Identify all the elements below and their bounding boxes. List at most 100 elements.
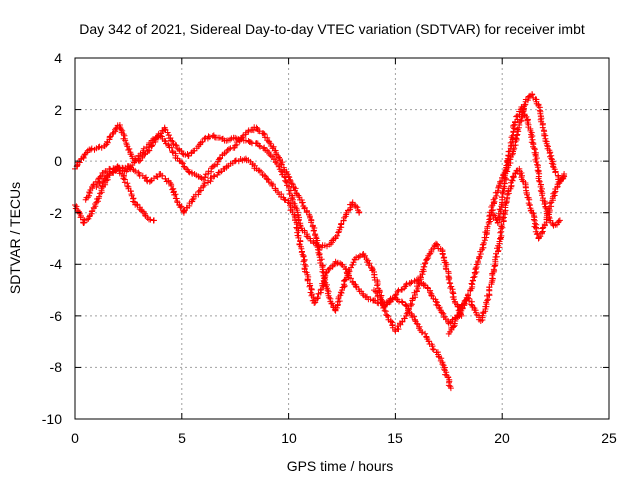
track-marker xyxy=(458,305,465,312)
x-tick-label: 15 xyxy=(387,430,403,446)
track-marker xyxy=(480,240,487,246)
track-marker xyxy=(422,330,429,337)
track-marker xyxy=(551,166,558,173)
track-marker xyxy=(257,143,264,150)
track-marker xyxy=(485,296,492,303)
track-marker xyxy=(104,168,110,175)
track-marker xyxy=(164,129,171,136)
track-marker xyxy=(493,192,500,199)
y-tick-label: 4 xyxy=(54,50,62,66)
track-marker xyxy=(306,213,313,220)
track-marker xyxy=(130,198,137,205)
track-marker xyxy=(127,188,134,194)
track-marker xyxy=(374,282,381,289)
track-marker xyxy=(439,361,446,368)
track-marker xyxy=(428,292,435,299)
track-marker xyxy=(405,306,412,313)
track-marker xyxy=(388,318,395,325)
track-marker xyxy=(343,265,350,272)
track-marker xyxy=(201,180,208,187)
track-marker xyxy=(522,101,529,108)
track-marker xyxy=(447,383,454,390)
track-marker xyxy=(258,168,265,175)
track-marker xyxy=(278,161,285,167)
track-marker xyxy=(142,213,149,220)
track-marker xyxy=(293,224,300,231)
track-marker xyxy=(185,168,192,175)
track-marker xyxy=(560,172,567,179)
track-marker xyxy=(92,201,99,207)
x-tick-label: 20 xyxy=(494,430,510,446)
track-marker xyxy=(86,190,93,197)
track-marker xyxy=(540,224,547,231)
data-point xyxy=(131,158,138,165)
track-marker xyxy=(230,134,237,141)
track-marker xyxy=(402,283,409,290)
track-marker xyxy=(322,272,329,279)
track-marker xyxy=(128,153,135,160)
y-tick-label: -2 xyxy=(50,205,63,221)
y-tick-label: 0 xyxy=(54,153,62,169)
x-tick-label: 25 xyxy=(601,430,617,446)
track-marker xyxy=(520,108,527,114)
track-marker xyxy=(439,309,446,316)
track-marker xyxy=(502,167,509,174)
track-marker xyxy=(485,219,492,226)
track-marker xyxy=(321,242,328,249)
track-marker xyxy=(299,199,306,206)
track-marker xyxy=(95,176,102,182)
track-marker xyxy=(509,177,516,184)
track-marker xyxy=(437,357,444,364)
y-tick-label: -6 xyxy=(50,308,63,324)
track-marker xyxy=(411,278,418,285)
track-marker xyxy=(191,147,198,154)
track-marker xyxy=(529,91,536,98)
track-marker xyxy=(256,167,263,174)
track-marker xyxy=(260,130,267,137)
track-marker xyxy=(89,185,96,192)
track-marker xyxy=(327,265,333,271)
track-marker xyxy=(542,138,549,144)
track-marker xyxy=(226,146,232,153)
track-marker xyxy=(76,159,83,166)
track-marker xyxy=(251,124,258,131)
track-marker xyxy=(407,300,414,307)
track-marker xyxy=(469,277,476,284)
track-marker xyxy=(413,288,420,295)
track-marker xyxy=(174,198,181,205)
track-marker xyxy=(470,274,477,281)
track-marker xyxy=(273,151,280,158)
track-marker xyxy=(537,187,544,194)
track-marker xyxy=(369,267,376,274)
track-marker xyxy=(555,218,562,225)
track-marker xyxy=(173,142,180,149)
track-marker xyxy=(497,206,504,213)
track-marker xyxy=(499,224,506,231)
series-4 xyxy=(93,155,454,392)
track-marker xyxy=(330,262,336,269)
track-marker xyxy=(448,283,455,290)
y-tick-label: -10 xyxy=(42,411,62,427)
track-marker xyxy=(514,167,521,174)
track-marker xyxy=(286,176,293,183)
track-marker xyxy=(167,135,174,141)
track-marker xyxy=(314,294,321,301)
track-marker xyxy=(262,147,269,153)
track-marker xyxy=(127,166,134,173)
track-marker xyxy=(521,102,528,109)
track-marker xyxy=(543,210,550,217)
track-marker xyxy=(513,113,520,120)
track-marker xyxy=(133,201,140,208)
track-marker xyxy=(147,216,154,223)
track-marker xyxy=(307,237,314,244)
track-marker xyxy=(91,146,98,153)
track-marker xyxy=(179,150,186,157)
track-marker xyxy=(408,279,415,286)
track-marker xyxy=(329,237,336,244)
track-marker xyxy=(169,138,176,145)
track-marker xyxy=(456,304,463,311)
track-marker xyxy=(506,148,513,155)
track-marker xyxy=(320,262,326,269)
track-marker xyxy=(526,202,533,209)
track-marker xyxy=(395,287,402,294)
